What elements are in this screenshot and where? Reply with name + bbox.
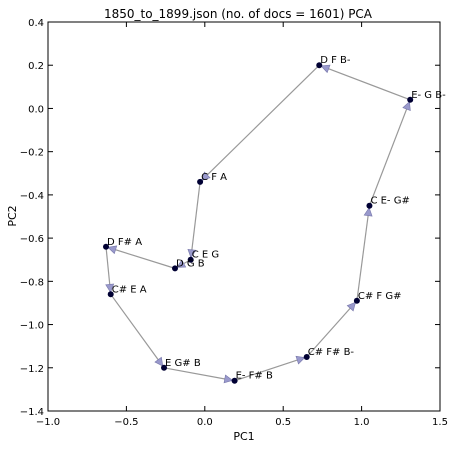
y-tick-label: 0.4 [28,18,44,29]
point-label: D F B- [320,55,351,66]
point-label: C E- G# [370,196,409,207]
path-arrowhead [176,259,187,268]
path-segment [105,246,176,269]
data-point [172,265,179,272]
plot-frame [47,21,441,412]
y-tick-label: −1.4 [20,407,44,418]
path-segment [199,64,320,183]
data-point [107,291,114,298]
y-tick-label: −1.0 [20,321,44,332]
path-arrowhead [295,355,306,365]
point-label: C# E A [112,284,147,295]
point-label: E- F# B [236,371,273,382]
data-point [231,377,238,384]
y-tick-label: −0.2 [20,148,44,159]
x-tick-label: 1.5 [432,417,448,428]
y-tick-label: 0.2 [28,61,44,72]
y-tick-label: 0.0 [28,104,44,115]
x-tick-label: −1.0 [36,417,60,428]
path-segment [306,300,358,358]
path-segment [368,99,411,206]
path-segment [190,181,201,260]
path-arrowhead [154,356,164,367]
data-point [407,96,414,103]
path-segment [319,64,411,101]
data-point [303,353,310,360]
point-label: E G# B [165,358,201,369]
x-tick-label: 0.5 [275,417,291,428]
point-label: D F# A [107,237,142,248]
path-arrowhead [201,171,211,181]
y-tick-label: −1.2 [20,364,44,375]
x-tick-label: −0.5 [114,417,138,428]
point-label: C F A [201,172,227,183]
x-tick-label: 0.0 [197,417,213,428]
chart-title: 1850_to_1899.json (no. of docs = 1601) P… [104,7,373,21]
plot-area: −1.0 −0.5 0.0 0.5 1.0 1.5 0.4 0.2 0.0 −0.2 −0.4 −0.… [20,18,448,428]
data-point [353,297,360,304]
path-segment [163,367,235,382]
y-tick-label: −0.6 [20,234,44,245]
data-point [187,256,194,263]
path-arrowhead [187,248,197,259]
y-tick-label: −0.4 [20,191,44,202]
y-tick-label: −0.8 [20,277,44,288]
path-arrowhead [105,283,115,293]
path-segment [356,205,371,301]
path-arrowhead [402,101,411,112]
path-arrowhead [346,301,357,312]
path-arrowhead [320,64,331,74]
path-arrowhead [363,207,373,217]
point-label: E- G B- [411,90,446,101]
x-tick-label: 1.0 [354,417,370,428]
data-point [316,62,323,69]
point-label: C# F G# [358,291,402,302]
data-point [366,202,373,209]
x-axis-label: PC1 [233,430,254,443]
data-point [161,364,168,371]
data-point [103,243,110,250]
path-segment [110,293,165,369]
data-point [197,178,204,185]
path-segment [234,356,307,382]
path-arrowhead [107,245,118,255]
point-label: D G B [176,258,205,269]
path-arrowhead [223,374,234,384]
point-label: C E G [192,250,219,261]
point-label: C# F# B- [308,347,355,358]
y-axis-label: PC2 [6,205,19,226]
